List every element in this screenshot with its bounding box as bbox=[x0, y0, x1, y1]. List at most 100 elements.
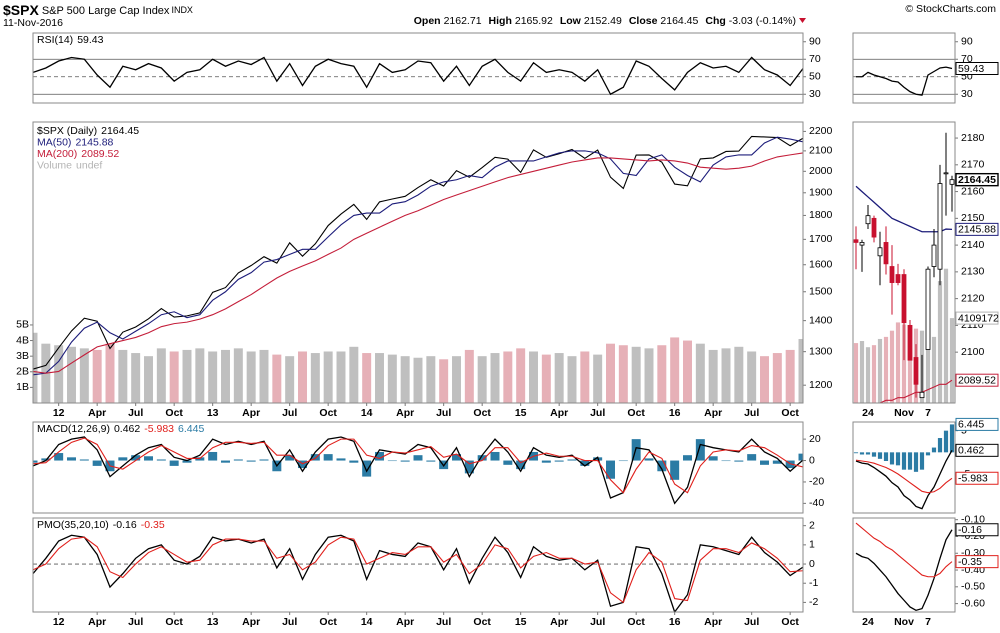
volume-bar bbox=[54, 345, 64, 403]
x-tick-label: 24 bbox=[862, 616, 874, 628]
x-tick-label: Oct bbox=[473, 616, 491, 628]
volume-bar bbox=[949, 318, 955, 403]
y-tick-label: 1800 bbox=[809, 209, 833, 221]
index-name: S&P 500 Large Cap Index bbox=[42, 5, 170, 17]
legend-part: 2145.88 bbox=[75, 136, 113, 148]
quote-value: 2164.45 bbox=[660, 15, 698, 27]
y-tick-label: 2 bbox=[809, 519, 815, 531]
volume-bar bbox=[883, 336, 889, 403]
histogram-bar bbox=[657, 460, 667, 472]
x-tick-label: Oct bbox=[319, 616, 337, 628]
volume-bar bbox=[554, 353, 564, 403]
histogram-bar bbox=[156, 459, 166, 461]
candle-body bbox=[859, 242, 865, 246]
volume-bar bbox=[785, 349, 795, 403]
candle-body bbox=[889, 266, 895, 283]
volume-bar bbox=[67, 346, 76, 403]
panel-border bbox=[852, 421, 956, 514]
volume-bar bbox=[721, 348, 731, 403]
x-tick-label: 13 bbox=[207, 407, 219, 419]
x-tick-label: 24 bbox=[862, 407, 874, 419]
volume-bar bbox=[943, 268, 949, 403]
panel-border bbox=[32, 517, 804, 613]
histogram-bar bbox=[400, 460, 410, 462]
volume-bar bbox=[105, 343, 115, 403]
panel bbox=[853, 58, 955, 96]
panel bbox=[33, 436, 803, 505]
panel-border bbox=[32, 421, 804, 514]
x-tick-label: Apr bbox=[396, 616, 414, 628]
x-tick-label: Jul bbox=[744, 407, 759, 419]
legend: $SPX (Daily) 2164.45 bbox=[37, 125, 139, 137]
histogram-bar bbox=[747, 454, 757, 461]
y2-tick-label: 1B bbox=[16, 381, 29, 393]
candle-body bbox=[877, 247, 883, 257]
panel bbox=[853, 424, 955, 510]
legend-part: 6.445 bbox=[178, 423, 204, 435]
volume-bar bbox=[895, 322, 901, 403]
y-tick-label: 1300 bbox=[809, 345, 833, 357]
volume-bar bbox=[865, 347, 871, 403]
legend-part: undef bbox=[76, 159, 102, 171]
volume-bar bbox=[853, 343, 859, 403]
y-tick-label: 90 bbox=[961, 36, 973, 48]
volume-bar bbox=[901, 324, 907, 403]
y-tick-label: -0.10 bbox=[961, 513, 985, 525]
value-box bbox=[955, 311, 999, 325]
volume-bar bbox=[644, 348, 654, 403]
volume-bar bbox=[362, 353, 372, 403]
candle-body bbox=[853, 239, 859, 243]
value-box bbox=[955, 555, 999, 569]
volume-bar bbox=[221, 349, 230, 403]
volume-bar bbox=[657, 345, 667, 403]
volume-bar bbox=[877, 338, 883, 403]
histogram-bar bbox=[477, 455, 487, 461]
volume-bar bbox=[400, 356, 410, 403]
histogram-bar bbox=[285, 455, 295, 461]
x-tick-label: Jul bbox=[282, 616, 297, 628]
volume-bar bbox=[747, 351, 757, 403]
volume-bar bbox=[144, 356, 153, 403]
quote-label: Open bbox=[414, 15, 441, 27]
header: $SPX S&P 500 Large Cap Index INDX bbox=[3, 2, 193, 18]
y2-tick-label: 5B bbox=[16, 319, 29, 331]
value-box-label: -5.983 bbox=[958, 473, 988, 485]
histogram-bar bbox=[221, 460, 230, 463]
volume-bar bbox=[118, 349, 128, 403]
panel bbox=[33, 56, 803, 96]
value-box-label: 4109172 bbox=[958, 312, 999, 324]
histogram-bar bbox=[79, 459, 89, 461]
histogram-bar bbox=[118, 457, 128, 461]
quote-value: 2152.49 bbox=[584, 15, 622, 27]
histogram-bar bbox=[169, 460, 179, 466]
value-box bbox=[955, 222, 999, 236]
series-line bbox=[33, 136, 803, 376]
series-line bbox=[855, 450, 953, 510]
volume-bar bbox=[464, 349, 474, 403]
legend-part: RSI(14) bbox=[37, 34, 73, 46]
quote-value: 2165.92 bbox=[515, 15, 553, 27]
histogram-bar bbox=[33, 460, 38, 463]
candle-body bbox=[871, 217, 877, 238]
y-tick-label: 1400 bbox=[809, 314, 833, 326]
panel bbox=[33, 135, 803, 403]
value-box bbox=[955, 471, 999, 485]
legend: MA(50) 2145.88 bbox=[37, 136, 114, 148]
series-line bbox=[878, 379, 953, 403]
x-tick-label: Oct bbox=[473, 407, 491, 419]
histogram-bar bbox=[943, 430, 949, 453]
legend-part: 0.462 bbox=[114, 423, 140, 435]
x-tick-label: Jul bbox=[128, 407, 143, 419]
y-tick-label: 2100 bbox=[809, 145, 833, 157]
x-tick-label: Nov bbox=[894, 616, 914, 628]
volume-bar bbox=[683, 340, 692, 403]
x-tick-label: Oct bbox=[165, 407, 183, 419]
volume-bar bbox=[323, 351, 333, 403]
x-tick-label: Apr bbox=[704, 407, 722, 419]
histogram-bar bbox=[859, 452, 865, 455]
candle-body bbox=[883, 242, 889, 265]
series-line bbox=[855, 459, 953, 494]
y-tick-label: 2100 bbox=[961, 346, 985, 358]
histogram-bar bbox=[865, 452, 871, 455]
value-box-label: -0.35 bbox=[958, 556, 982, 568]
